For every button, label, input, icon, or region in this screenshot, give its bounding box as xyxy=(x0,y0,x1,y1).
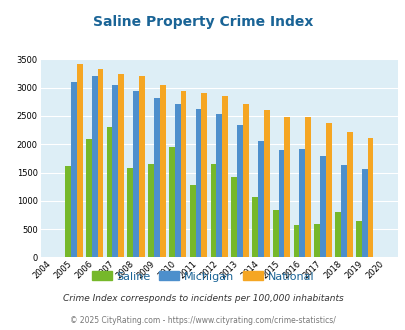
Bar xyxy=(107,127,112,257)
Bar xyxy=(237,125,242,257)
Bar xyxy=(278,150,284,257)
Bar xyxy=(77,64,82,257)
Bar xyxy=(127,168,133,257)
Bar xyxy=(222,96,227,257)
Bar xyxy=(65,166,71,257)
Text: Crime Index corresponds to incidents per 100,000 inhabitants: Crime Index corresponds to incidents per… xyxy=(62,294,343,303)
Bar xyxy=(118,74,124,257)
Bar xyxy=(272,210,278,257)
Bar xyxy=(313,224,320,257)
Bar xyxy=(355,221,361,257)
Bar xyxy=(293,225,298,257)
Bar xyxy=(346,132,352,257)
Bar xyxy=(148,164,153,257)
Bar xyxy=(168,147,175,257)
Bar xyxy=(257,142,263,257)
Bar xyxy=(71,82,77,257)
Bar xyxy=(325,123,331,257)
Bar xyxy=(97,69,103,257)
Bar xyxy=(252,197,257,257)
Bar xyxy=(334,212,340,257)
Bar xyxy=(175,104,180,257)
Bar xyxy=(361,169,367,257)
Text: Saline Property Crime Index: Saline Property Crime Index xyxy=(93,15,312,29)
Bar xyxy=(298,149,305,257)
Bar xyxy=(263,110,269,257)
Bar xyxy=(133,91,139,257)
Bar xyxy=(216,114,222,257)
Bar xyxy=(139,76,145,257)
Bar xyxy=(153,98,160,257)
Bar xyxy=(367,138,373,257)
Bar xyxy=(340,165,346,257)
Bar xyxy=(160,85,165,257)
Bar xyxy=(231,177,237,257)
Bar xyxy=(305,117,310,257)
Bar xyxy=(92,76,97,257)
Bar xyxy=(242,104,248,257)
Legend: Saline, Michigan, National: Saline, Michigan, National xyxy=(88,268,317,285)
Bar xyxy=(86,139,92,257)
Bar xyxy=(112,85,118,257)
Bar xyxy=(189,185,195,257)
Bar xyxy=(210,164,216,257)
Bar xyxy=(320,156,325,257)
Bar xyxy=(195,109,201,257)
Text: © 2025 CityRating.com - https://www.cityrating.com/crime-statistics/: © 2025 CityRating.com - https://www.city… xyxy=(70,316,335,325)
Bar xyxy=(201,93,207,257)
Bar xyxy=(284,116,290,257)
Bar xyxy=(180,90,186,257)
